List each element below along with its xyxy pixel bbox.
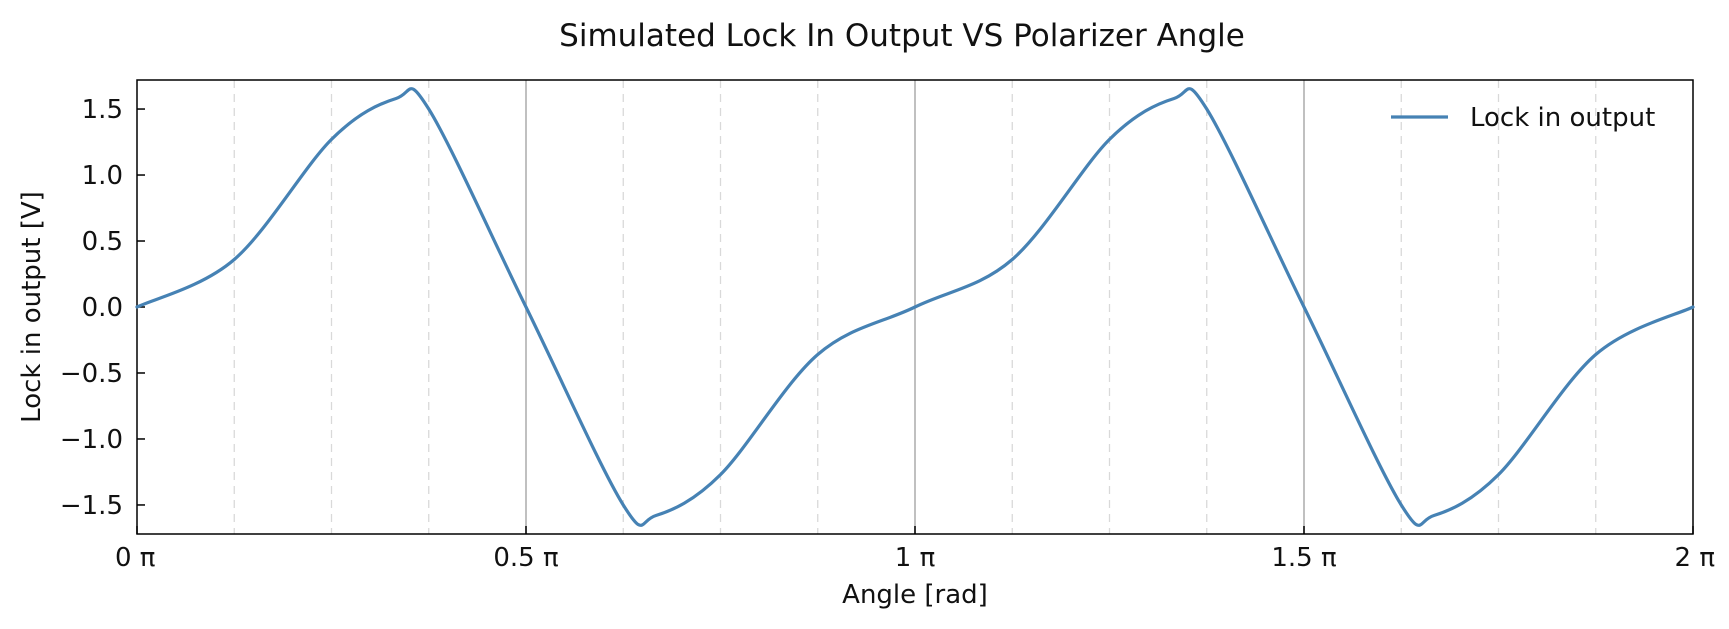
y-tick-label: 1.0 — [82, 161, 123, 191]
y-axis-label: Lock in output [V] — [17, 191, 47, 423]
y-tick-label: −0.5 — [60, 359, 123, 389]
legend-label: Lock in output — [1470, 103, 1655, 133]
legend: Lock in output — [1391, 103, 1655, 133]
x-tick-label: 0 π — [115, 543, 155, 573]
x-tick-label: 0.5 π — [493, 543, 558, 573]
x-axis-label: Angle [rad] — [842, 580, 988, 610]
y-tick-label: −1.5 — [60, 491, 123, 521]
y-tick-label: 0.0 — [82, 293, 123, 323]
tick-layer: 0 π 0.5 π 1 π 1.5 π 2 π 1.5 1.0 0.5 0.0 −0.5 −1.0 −… — [60, 95, 1715, 573]
series-line-lock-in-output — [135, 87, 1695, 527]
y-tick-label: 1.5 — [82, 95, 123, 125]
x-tick-label: 1 π — [895, 543, 935, 573]
chart-title: Simulated Lock In Output VS Polarizer An… — [559, 18, 1245, 54]
x-tick-label: 1.5 π — [1271, 543, 1336, 573]
y-tick-label: 0.5 — [82, 227, 123, 257]
x-tick-label: 2 π — [1675, 543, 1715, 573]
y-tick-label: −1.0 — [60, 425, 123, 455]
series-layer — [135, 87, 1695, 527]
